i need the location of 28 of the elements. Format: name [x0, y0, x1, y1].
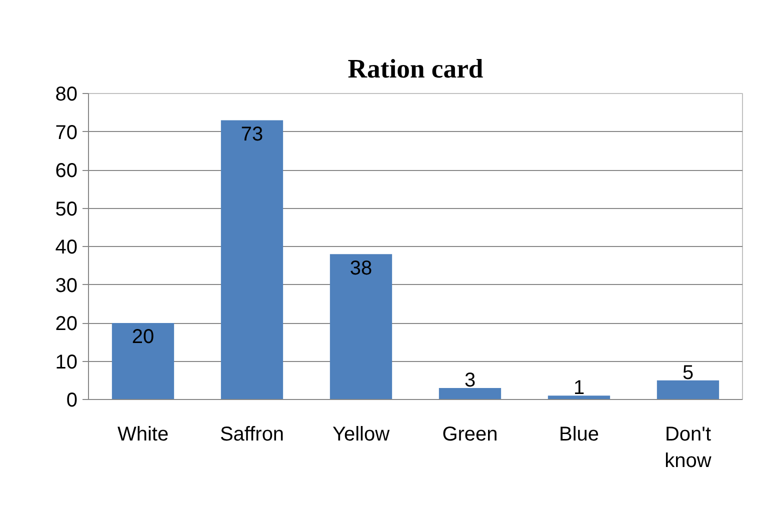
- y-tick-label: 0: [66, 390, 78, 412]
- bar: [330, 254, 392, 400]
- data-label: 73: [240, 123, 264, 146]
- data-label: 1: [573, 377, 585, 400]
- bar: [112, 323, 174, 400]
- y-tick-label: 20: [55, 313, 78, 335]
- x-tick-label: Blue: [558, 424, 600, 446]
- x-tick-label: Yellow: [332, 424, 390, 446]
- x-tick-label: Don't know: [664, 424, 712, 472]
- x-tick-label: Green: [442, 424, 498, 446]
- bar: [656, 380, 720, 400]
- y-tick-label: 30: [55, 274, 78, 297]
- x-tick-label: White: [117, 424, 169, 446]
- data-label: 5: [682, 362, 694, 384]
- y-tick-label: 50: [55, 198, 78, 220]
- data-label: 3: [464, 369, 476, 392]
- bar: [548, 396, 610, 400]
- bar: [438, 388, 502, 400]
- y-tick-label: 80: [55, 84, 78, 106]
- chart-title: Ration card: [348, 54, 484, 84]
- y-tick-label: 60: [55, 160, 78, 182]
- y-tick-label: 40: [55, 236, 78, 258]
- y-tick-label: 70: [55, 122, 78, 144]
- x-tick-label: Saffron: [220, 424, 284, 446]
- data-label: 20: [132, 326, 154, 348]
- data-label: 38: [350, 257, 372, 280]
- bar: [220, 120, 284, 400]
- y-tick-label: 10: [55, 351, 78, 374]
